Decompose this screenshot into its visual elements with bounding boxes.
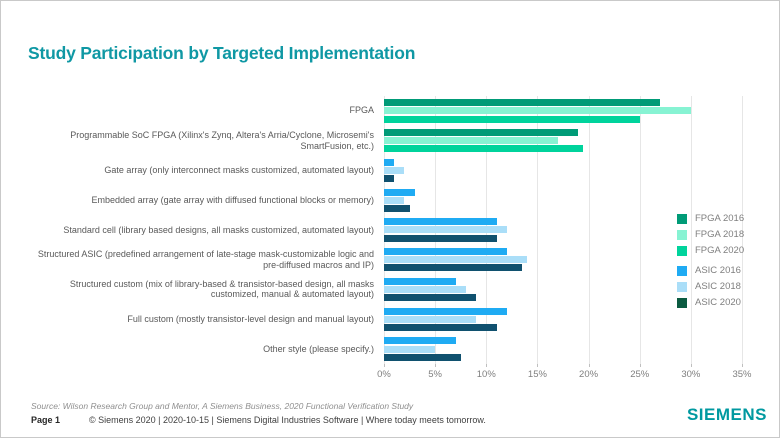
bar-asic-2020: [384, 324, 497, 331]
x-tick-label: 30%: [681, 369, 701, 380]
bar-fpga-2018: [384, 137, 558, 145]
x-tick-mark: [639, 364, 641, 367]
bar-asic-2018: [384, 196, 405, 204]
bar-group: [384, 275, 742, 305]
page-title: Study Participation by Targeted Implemen…: [28, 43, 416, 63]
page-number: Page 1: [31, 415, 61, 425]
legend-swatch-icon: [677, 265, 687, 276]
legend-swatch-icon: [677, 245, 687, 256]
bar-asic-2018: [384, 226, 507, 234]
x-tick-mark: [384, 364, 385, 367]
x-tick-mark: [588, 364, 590, 367]
gridline: [639, 96, 641, 364]
bar-asic-2020: [384, 234, 497, 242]
legend: FPGA 2016 FPGA 2018 FPGA 2020 ASIC 2016 ASIC…: [677, 213, 777, 313]
bar-group: [384, 126, 742, 156]
x-tick-label: 25%: [630, 369, 650, 380]
x-tick-label: 0%: [377, 369, 391, 380]
legend-label: FPGA 2020: [695, 245, 745, 256]
legend-entry: ASIC 2020: [677, 297, 777, 308]
x-tick-label: 20%: [579, 369, 599, 380]
legend-swatch-icon: [677, 213, 687, 224]
legend-swatch-icon: [677, 229, 687, 240]
bar-fpga-2020: [384, 145, 584, 153]
x-tick-mark: [537, 364, 539, 367]
gridline: [742, 96, 743, 364]
category-label: Gate array (only interconnect masks cust…: [104, 165, 374, 176]
bar-asic-2016: [384, 307, 507, 315]
category-label: Full custom (mostly transistor-level des…: [127, 313, 374, 324]
category-label: Embedded array (gate array with diffused…: [91, 194, 374, 205]
legend-label: FPGA 2018: [695, 229, 745, 240]
x-tick-label: 15%: [527, 369, 547, 380]
legend-entry: ASIC 2018: [677, 281, 777, 292]
bar-asic-2018: [384, 166, 405, 174]
gridline: [588, 96, 590, 364]
bar-asic-2016: [384, 188, 415, 196]
category-label: Standard cell (library based designs, al…: [63, 224, 374, 235]
bar-group: [384, 215, 742, 245]
gridline: [690, 96, 692, 364]
x-axis: 0% 5% 10% 15% 20% 25% 30% 35%: [377, 364, 752, 382]
bar-asic-2020: [384, 204, 410, 212]
x-tick-label: 5%: [428, 369, 443, 380]
source-note: Source: Wilson Research Group and Mentor…: [31, 401, 414, 411]
legend-swatch-icon: [677, 281, 687, 292]
siemens-logo: SIEMENS: [686, 405, 767, 424]
bar-group: [384, 304, 742, 334]
bar-fpga-2020: [384, 115, 640, 123]
legend-entry: ASIC 2016: [677, 265, 777, 276]
bar-asic-2016: [384, 248, 507, 256]
bar-asic-2020: [384, 175, 395, 183]
plot-area: [384, 96, 743, 364]
category-label: Structured custom (mix of library-based …: [69, 278, 374, 300]
bar-fpga-2018: [384, 107, 691, 115]
x-tick-label: 10%: [476, 369, 496, 380]
bar-asic-2020: [384, 353, 461, 361]
bar-group: [384, 96, 742, 126]
x-tick-mark: [435, 364, 437, 367]
legend-label: ASIC 2016: [695, 265, 741, 276]
bar-asic-2016: [384, 218, 497, 226]
bar-group: [384, 185, 742, 215]
bar-group: [384, 245, 742, 275]
bar-group: [384, 156, 742, 186]
bar-asic-2016: [384, 337, 456, 345]
bar-fpga-2016: [384, 99, 661, 107]
category-label: Structured ASIC (predefined arrangement …: [37, 248, 374, 270]
bar-asic-2018: [384, 345, 436, 353]
bar-asic-2016: [384, 277, 456, 285]
bar-asic-2018: [384, 286, 466, 294]
x-tick-mark: [486, 364, 488, 367]
bar-asic-2018: [384, 315, 477, 323]
legend-entry: FPGA 2020: [677, 245, 777, 256]
x-tick-mark: [742, 364, 743, 367]
bar-asic-2020: [384, 264, 523, 272]
bar-group: [384, 334, 742, 364]
bar-fpga-2016: [384, 128, 579, 136]
legend-label: FPGA 2016: [695, 213, 745, 224]
copyright-text: © Siemens 2020 | 2020-10-15 | Siemens Di…: [89, 415, 486, 425]
category-label: Programmable SoC FPGA (Xilinx's Zynq, Al…: [70, 129, 374, 151]
bar-asic-2016: [384, 158, 395, 166]
category-label: Other style (please specify.): [263, 343, 374, 354]
x-tick-mark: [690, 364, 692, 367]
legend-label: ASIC 2018: [695, 281, 741, 292]
legend-entry: FPGA 2016: [677, 213, 777, 224]
category-label: FPGA: [349, 105, 374, 116]
legend-swatch-icon: [677, 297, 687, 308]
bar-asic-2018: [384, 256, 528, 264]
x-tick-label: 35%: [732, 369, 752, 380]
legend-entry: FPGA 2018: [677, 229, 777, 240]
gridline: [537, 96, 539, 364]
legend-label: ASIC 2020: [695, 297, 741, 308]
bar-asic-2020: [384, 294, 477, 302]
category-labels: FPGA Programmable SoC FPGA (Xilinx's Zynq…: [23, 96, 379, 364]
